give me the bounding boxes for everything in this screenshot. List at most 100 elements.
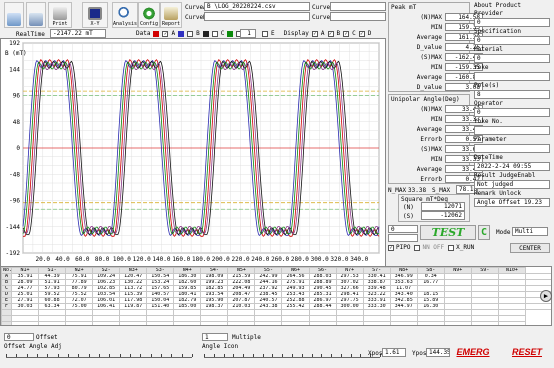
slider-tick xyxy=(68,354,69,357)
curvea-file-field[interactable]: B \LOG_20220224.csv xyxy=(204,2,310,11)
table-row[interactable]: B 28.09 51.91 77.89 106.23 130.22 153.24 182.60… xyxy=(1,279,551,286)
swatch-a xyxy=(153,30,160,37)
curveb-file-field[interactable] xyxy=(204,12,310,21)
xrun-checkbox[interactable] xyxy=(448,244,455,251)
unipolar-row: (N)MAX 33.42 xyxy=(389,104,483,114)
unipolar-panel: Unipolar Angle(Deg) (N)MAX 33.42 MIN 33.37 A… xyxy=(388,94,483,184)
offset-angle-slider[interactable] xyxy=(6,352,193,358)
center-button[interactable]: CENTER xyxy=(510,243,550,253)
info-label: Result JudgeEnabl xyxy=(474,172,536,179)
slider-tick xyxy=(130,354,131,357)
series-line xyxy=(23,59,380,237)
checkbox-c[interactable] xyxy=(211,30,218,37)
param-field-2[interactable] xyxy=(388,234,418,242)
unipolar-key: Errorb xyxy=(420,175,442,183)
x-tick-label: 260.0 xyxy=(271,256,289,263)
curved-label: CurveD xyxy=(312,14,334,21)
table-row[interactable]: D 25.01 59.52 75.52 103.54 115.39 140.57 180.41… xyxy=(1,291,551,298)
nnoff-checkbox[interactable] xyxy=(414,244,421,251)
info-field[interactable] xyxy=(474,72,550,81)
display-checkbox-d[interactable]: ✓ xyxy=(358,30,365,37)
slider-tick xyxy=(233,354,235,357)
table-cell xyxy=(146,321,175,325)
display-checkbox-a[interactable]: ✓ xyxy=(311,30,318,37)
printer-icon xyxy=(53,7,67,20)
report-button[interactable]: Report xyxy=(160,2,182,28)
checkbox-e[interactable] xyxy=(262,30,268,37)
info-field[interactable]: 8 xyxy=(474,90,550,99)
x-tick-label: 240.0 xyxy=(251,256,269,263)
pipo-checkbox[interactable]: ✓ xyxy=(388,244,394,251)
table-cell xyxy=(65,321,94,325)
peak-key: D_value xyxy=(416,43,442,51)
info-field[interactable]: Angle Offset 19.23 xyxy=(474,198,550,207)
table-row[interactable]: F 30.03 63.34 75.00 106.41 119.87 151.40 185.00… xyxy=(1,303,551,310)
peak-key: (S)MAX xyxy=(420,53,442,61)
magnifier-icon xyxy=(118,7,132,20)
angle-icon-slider[interactable] xyxy=(204,352,381,358)
smax-b-label: S_MAX xyxy=(432,187,451,194)
peak-value: 4.25 xyxy=(445,43,483,51)
info-field[interactable]: 0 xyxy=(474,54,550,63)
mode-select[interactable]: Multi xyxy=(512,227,548,236)
table-row[interactable]: C 24.77 57.93 80.79 102.85 113.72 157.65 159.85… xyxy=(1,285,551,292)
clear-button[interactable]: C xyxy=(478,225,490,240)
display-checkbox-b[interactable]: ✓ xyxy=(327,30,334,37)
peak-value: 164.58 xyxy=(445,13,483,21)
x-tick-label: 200.0 xyxy=(212,256,230,263)
save-button[interactable] xyxy=(26,2,46,28)
config-button[interactable]: Config xyxy=(138,2,160,28)
unipolar-row: Errorb 0.42 xyxy=(389,174,483,184)
checkbox-b[interactable] xyxy=(187,30,194,37)
table-cell xyxy=(389,321,418,325)
unipolar-key: MIN xyxy=(431,115,442,123)
torque-chart[interactable]: 192 144 96 48 0 -48 -96 -144 -192 20.0 40.0 60.0 80.… xyxy=(1,39,387,269)
peak-row: D_value 3.08 xyxy=(389,82,483,92)
peak-value: 3.08 xyxy=(445,83,483,91)
slider-tick xyxy=(37,354,38,357)
table-row[interactable]: E 27.91 60.88 72.07 106.01 117.98 150.04 182.79… xyxy=(1,297,551,304)
table-cell xyxy=(497,321,526,325)
open-button[interactable] xyxy=(4,2,24,28)
xy-button[interactable]: X-Y xyxy=(82,2,108,28)
peak-row: (S)MAX -162.49 xyxy=(389,52,483,62)
info-field[interactable]: 0 xyxy=(474,36,550,45)
peak-value: -159.35 xyxy=(445,63,483,71)
curve-count-select[interactable]: 1 xyxy=(240,29,256,38)
curved-file-field[interactable] xyxy=(330,12,386,21)
slider-tick xyxy=(78,354,80,357)
info-field[interactable]: 0 xyxy=(474,18,550,27)
analysis-button[interactable]: Analysis xyxy=(112,2,138,28)
curvec-file-field[interactable] xyxy=(330,2,386,11)
unipolar-row: (S)MAX 33.61 xyxy=(389,144,483,154)
print-button[interactable]: Print xyxy=(48,2,72,28)
checkbox-a[interactable]: ✓ xyxy=(162,30,169,37)
scroll-right-button[interactable]: ▶ xyxy=(540,290,552,302)
offset-field[interactable]: 0 xyxy=(4,333,34,341)
slider-tick xyxy=(360,354,362,357)
display-checkbox-c[interactable]: ✓ xyxy=(343,30,350,37)
slider-tick xyxy=(16,354,18,357)
emerg-button[interactable]: EMERG xyxy=(456,347,490,357)
info-field[interactable] xyxy=(474,144,550,153)
table-cell xyxy=(470,321,499,325)
slider-tick xyxy=(370,354,372,357)
test-button[interactable]: TEST xyxy=(420,225,476,240)
reset-button[interactable]: RESET xyxy=(511,347,542,357)
slider-tick xyxy=(331,354,333,357)
param-field[interactable]: 0 xyxy=(388,225,418,233)
info-field[interactable] xyxy=(474,126,550,135)
multiple-field[interactable]: 1 xyxy=(202,333,228,341)
table-row[interactable] xyxy=(1,321,552,325)
y-tick-label: -48 xyxy=(9,171,20,178)
x-tick-label: 300.0 xyxy=(311,256,329,263)
slider-tick xyxy=(272,354,274,357)
slider-tick xyxy=(171,354,173,357)
y-tick-label: -96 xyxy=(9,198,20,205)
column-header[interactable]: No. xyxy=(1,267,12,274)
slider-tick xyxy=(340,354,342,357)
info-field[interactable]: Not judged xyxy=(474,180,550,189)
info-field[interactable]: 2022-2-24 09:55 xyxy=(474,162,550,171)
info-field[interactable]: 0 xyxy=(474,108,550,117)
